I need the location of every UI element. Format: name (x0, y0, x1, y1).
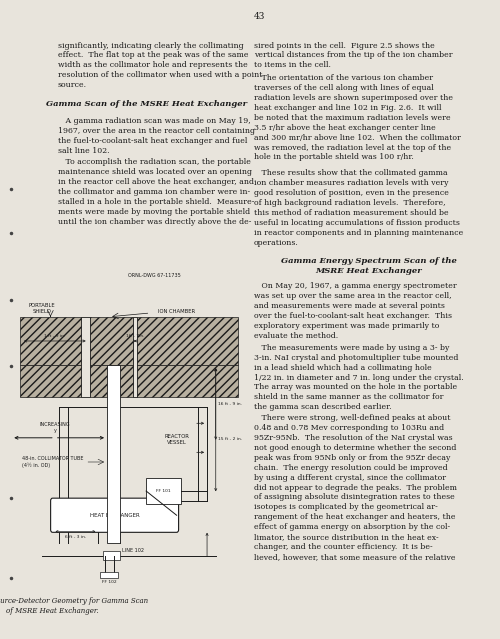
Text: REACTOR
VESSEL: REACTOR VESSEL (164, 434, 189, 445)
Text: Fig. 2.5.  Source-Detector Geometry for Gamma Scan
of MSRE Heat Exchanger.: Fig. 2.5. Source-Detector Geometry for G… (0, 597, 148, 615)
FancyBboxPatch shape (50, 498, 178, 532)
Bar (20, 365, 81, 397)
Bar (102, 551, 120, 560)
Text: 16 ft - 9 in.: 16 ft - 9 in. (218, 402, 242, 406)
Text: 6 ft - 3 in.: 6 ft - 3 in. (65, 535, 86, 539)
Text: sired points in the cell.  Figure 2.5 shows the
vertical distances from the tip : sired points in the cell. Figure 2.5 sho… (254, 42, 452, 70)
Bar (81, 317, 90, 397)
Text: PORTABLE
SHIELD: PORTABLE SHIELD (28, 303, 55, 314)
Text: FF 102: FF 102 (102, 580, 117, 584)
Bar (138, 365, 237, 397)
Text: There were strong, well-defined peaks at about
0.48 and 0.78 Mev corresponding t: There were strong, well-defined peaks at… (254, 414, 457, 561)
Text: 15 ft - 2 in.: 15 ft - 2 in. (218, 437, 242, 442)
Text: 48-in. COLLIMATOR TUBE
(4½ in. OD): 48-in. COLLIMATOR TUBE (4½ in. OD) (22, 456, 84, 468)
Text: Gamma Energy Spectrum Scan of the
MSRE Heat Exchanger: Gamma Energy Spectrum Scan of the MSRE H… (281, 257, 457, 275)
Text: These results show that the collimated gamma
ion chamber measures radiation leve: These results show that the collimated g… (254, 169, 463, 247)
Text: ORNL-DWG 67-11735: ORNL-DWG 67-11735 (128, 273, 181, 278)
Text: 1ft - 7in.: 1ft - 7in. (126, 334, 144, 338)
Text: INCREASING
y: INCREASING y (40, 422, 70, 433)
Text: Gamma Scan of the MSRE Heat Exchanger: Gamma Scan of the MSRE Heat Exchanger (46, 100, 247, 108)
Bar (20, 317, 81, 366)
Text: On May 20, 1967, a gamma energy spectrometer
was set up over the same area in th: On May 20, 1967, a gamma energy spectrom… (254, 282, 457, 340)
Text: FF 101: FF 101 (156, 489, 171, 493)
Bar (133, 317, 138, 397)
Text: To accomplish the radiation scan, the portable
maintenance shield was located ov: To accomplish the radiation scan, the po… (58, 158, 254, 226)
Text: The orientation of the various ion chamber
traverses of the cell along with line: The orientation of the various ion chamb… (254, 74, 461, 162)
Text: HEAT EXCHANGER: HEAT EXCHANGER (90, 512, 140, 518)
Text: significantly, indicating clearly the collimating
effect.  The flat top at the p: significantly, indicating clearly the co… (58, 42, 262, 89)
Text: 1 ft - 9 in.: 1 ft - 9 in. (44, 334, 66, 338)
Bar (146, 478, 181, 504)
Bar (107, 365, 120, 543)
Text: LINE 102: LINE 102 (122, 548, 144, 553)
Bar (138, 317, 237, 366)
Text: 43: 43 (254, 12, 266, 20)
Text: ION CHAMBER: ION CHAMBER (158, 309, 195, 314)
Bar (90, 365, 133, 397)
Text: A gamma radiation scan was made on May 19,
1967, over the area in the reactor ce: A gamma radiation scan was made on May 1… (58, 117, 254, 155)
Text: The measurements were made by using a 3- by
3-in. NaI crystal and photomultiplie: The measurements were made by using a 3-… (254, 344, 464, 412)
Bar (100, 572, 118, 578)
Bar (90, 317, 133, 366)
